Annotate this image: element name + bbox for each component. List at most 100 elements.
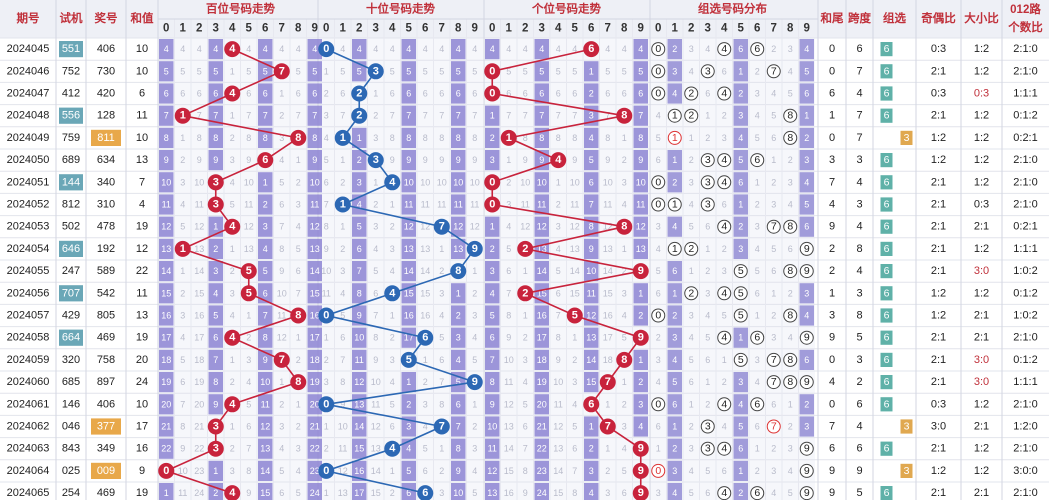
miss-count-u: 13	[636, 244, 646, 254]
miss-count-u: 8	[506, 311, 511, 321]
sum-cell: 19	[136, 221, 148, 233]
hit-ball-h	[158, 462, 175, 479]
prize-cell: 805	[97, 310, 115, 322]
period-cell: 2024052	[7, 199, 50, 211]
miss-count-h: 7	[213, 111, 218, 121]
miss-count-h: 14	[194, 266, 204, 276]
miss-count-t: 1	[456, 288, 461, 298]
miss-count-t: 16	[404, 311, 414, 321]
trend-block-h	[159, 194, 174, 215]
group-miss: 1	[689, 266, 694, 276]
hit-digit-h: 3	[213, 199, 219, 211]
header-digit-h: 5	[246, 23, 253, 35]
group-block	[733, 394, 748, 415]
group-miss: 3	[656, 222, 661, 232]
trend-block-t	[401, 61, 416, 82]
miss-count-h: 22	[161, 444, 171, 454]
hit-digit-t: 0	[323, 398, 329, 410]
miss-count-h: 1	[230, 111, 235, 121]
hit-ball-u	[484, 63, 501, 80]
group-digit: 9	[804, 376, 810, 388]
prize-cell: 340	[97, 176, 115, 188]
prize-cell: 730	[97, 65, 115, 77]
miss-count-t: 5	[340, 311, 345, 321]
header-hundreds: 百位号码走势	[206, 2, 275, 16]
trend-block-h	[208, 261, 223, 282]
miss-count-u: 8	[556, 133, 561, 143]
miss-count-u: 4	[490, 44, 495, 54]
group-miss: 3	[788, 44, 793, 54]
miss-count-u: 1	[523, 311, 528, 321]
miss-count-h: 6	[312, 89, 317, 99]
group-block	[733, 438, 748, 459]
miss-count-h: 5	[296, 244, 301, 254]
miss-count-u: 12	[586, 311, 596, 321]
miss-count-h: 7	[246, 444, 251, 454]
group-miss: 5	[755, 266, 760, 276]
tail-cell: 9	[829, 465, 835, 477]
miss-count-t: 3	[472, 444, 477, 454]
miss-count-h: 9	[213, 399, 218, 409]
trend-block-t	[451, 327, 466, 348]
odd-even-cell: 2:1	[931, 110, 946, 122]
span-cell: 3	[856, 354, 862, 366]
tail-cell: 0	[829, 65, 835, 77]
big-small-cell: 1:2	[974, 443, 989, 455]
miss-count-t: 7	[472, 111, 477, 121]
period-cell: 2024061	[7, 398, 50, 410]
miss-count-t: 13	[338, 488, 348, 498]
miss-count-t: 15	[404, 288, 414, 298]
miss-count-u: 1	[622, 244, 627, 254]
hit-digit-t: 0	[323, 310, 329, 322]
miss-count-u: 5	[622, 333, 627, 343]
trend-block-h	[159, 416, 174, 437]
big-small-cell: 3:0	[974, 376, 989, 388]
miss-count-t: 5	[456, 377, 461, 387]
road012-cell: 2:1:0	[1013, 199, 1037, 211]
miss-count-h: 21	[161, 422, 171, 432]
prize-cell: 349	[97, 443, 115, 455]
miss-count-h: 9	[279, 266, 284, 276]
road012-cell: 0:2:1	[1013, 221, 1037, 233]
miss-count-u: 3	[490, 155, 495, 165]
miss-count-h: 15	[310, 288, 320, 298]
miss-count-u: 5	[605, 66, 610, 76]
trend-block-h	[307, 194, 322, 215]
miss-count-t: 11	[322, 288, 331, 298]
hit-digit-u: 4	[555, 154, 562, 166]
tail-cell: 6	[829, 88, 835, 100]
trend-block-h	[307, 105, 322, 126]
group-ball	[667, 197, 682, 212]
group-miss: 2	[788, 155, 793, 165]
trend-block-h	[159, 327, 174, 348]
hit-digit-h: 3	[213, 176, 219, 188]
group-miss: 4	[788, 466, 793, 476]
group-digit: 9	[804, 243, 810, 255]
group-ball	[717, 441, 732, 456]
trend-block-h	[208, 150, 223, 171]
miss-count-h: 3	[246, 355, 251, 365]
miss-count-h: 9	[246, 488, 251, 498]
miss-count-h: 1	[296, 333, 301, 343]
group-miss: 4	[804, 44, 809, 54]
miss-count-u: 15	[586, 377, 596, 387]
group-digit: 1	[672, 132, 678, 144]
miss-count-u: 6	[589, 177, 594, 187]
trend-block-t	[451, 61, 466, 82]
road012-cell: 1:1:1	[1013, 243, 1037, 255]
group-miss: 3	[722, 266, 727, 276]
trend-block-t	[401, 172, 416, 193]
miss-count-t: 8	[373, 333, 378, 343]
trial-cell: 146	[62, 398, 80, 410]
miss-count-t: 13	[354, 399, 364, 409]
group-miss: 1	[771, 288, 776, 298]
group-ball	[783, 108, 798, 123]
miss-count-t: 6	[439, 89, 444, 99]
hit-ball-t	[384, 174, 401, 191]
trend-block-t	[451, 150, 466, 171]
trend-block-t	[352, 327, 367, 348]
hit-digit-t: 9	[472, 243, 478, 255]
group-digit: 5	[738, 287, 744, 299]
miss-count-u: 5	[506, 244, 511, 254]
miss-count-t: 3	[340, 266, 345, 276]
